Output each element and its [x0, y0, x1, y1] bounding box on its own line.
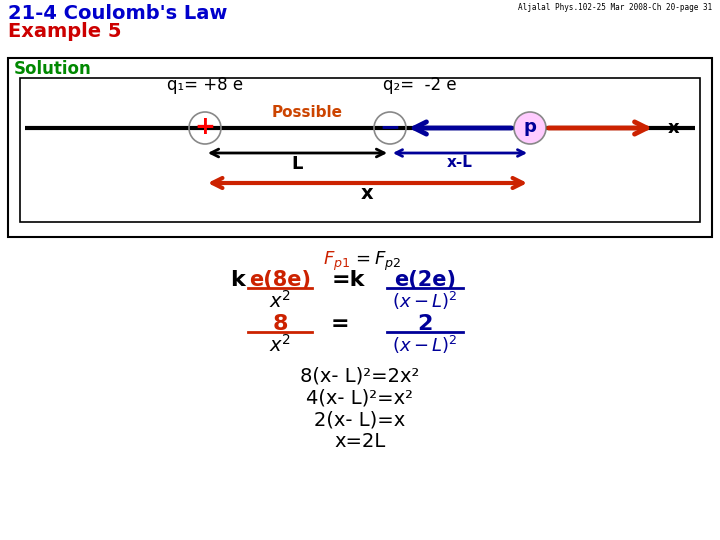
Text: =k: =k	[332, 270, 365, 290]
Text: x=2L: x=2L	[334, 432, 386, 451]
Text: e(8e): e(8e)	[249, 270, 311, 290]
Text: $(x- L)^2$: $(x- L)^2$	[392, 334, 458, 356]
Text: $(x- L)^2$: $(x- L)^2$	[392, 290, 458, 312]
Text: Example 5: Example 5	[8, 22, 122, 41]
Text: $F_{p1}$: $F_{p1}$	[323, 250, 350, 273]
Text: e(2e): e(2e)	[394, 270, 456, 290]
Text: x-L: x-L	[447, 155, 473, 170]
Bar	[20, 78, 700, 222]
Text: Aljalal Phys.102-25 Mar 2008-Ch 20-page 31: Aljalal Phys.102-25 Mar 2008-Ch 20-page …	[518, 3, 712, 12]
Text: Possible: Possible	[272, 105, 343, 120]
Text: L: L	[292, 155, 303, 173]
Text: q₂=  -2 e: q₂= -2 e	[383, 76, 456, 94]
Text: =: =	[330, 314, 349, 334]
Text: $x^2$: $x^2$	[269, 290, 291, 312]
Text: 4(x- L)²=x²: 4(x- L)²=x²	[307, 388, 413, 407]
Circle shape	[514, 112, 546, 144]
Text: 8: 8	[272, 314, 288, 334]
Text: 8(x- L)²=2x²: 8(x- L)²=2x²	[300, 366, 420, 385]
Text: −: −	[379, 115, 400, 139]
Text: +: +	[194, 115, 215, 139]
Text: 21-4 Coulomb's Law: 21-4 Coulomb's Law	[8, 4, 228, 23]
Text: k: k	[230, 270, 245, 290]
Text: p: p	[523, 118, 536, 136]
Text: Solution: Solution	[14, 60, 91, 78]
Text: x: x	[361, 184, 374, 203]
Text: q₁= +8 e: q₁= +8 e	[167, 76, 243, 94]
Text: 2: 2	[418, 314, 433, 334]
Text: $=F_{p2}$: $=F_{p2}$	[352, 250, 401, 273]
Bar	[8, 58, 712, 237]
Text: 2(x- L)=x: 2(x- L)=x	[315, 410, 405, 429]
Text: x: x	[668, 119, 680, 137]
Text: $x^2$: $x^2$	[269, 334, 291, 356]
